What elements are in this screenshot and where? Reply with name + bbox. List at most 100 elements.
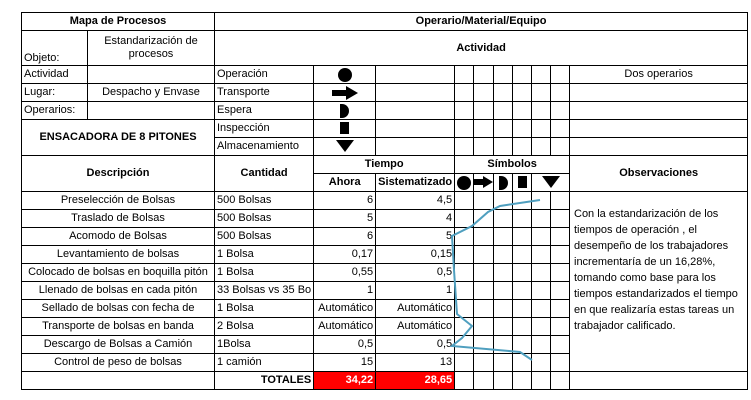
row-description: Transporte de bolsas en banda — [21, 317, 215, 336]
symbol-cell — [473, 353, 495, 372]
symbol-cell — [493, 317, 514, 336]
row-cantidad: 2 Bolsa — [213, 317, 315, 336]
symbol-cell — [531, 263, 552, 282]
actividad-blank — [87, 65, 215, 84]
legend-label-almacenamiento: Almacenamiento — [213, 137, 315, 156]
row-description: Descargo de Bolsas a Camión — [21, 335, 215, 354]
symbol-cell — [512, 317, 533, 336]
legend-symbol-transporte — [313, 83, 377, 102]
col-sistematizado: Sistematizado — [375, 173, 456, 192]
legend-label-transporte: Transporte — [213, 83, 315, 102]
col-tiempo: Tiempo — [313, 155, 456, 174]
row-ahora: 6 — [313, 191, 377, 210]
actividad-value: Dos operarios — [569, 65, 749, 84]
row-sistematizado: Automático — [375, 299, 456, 318]
row-sistematizado: 13 — [375, 353, 456, 372]
symbol-cell — [512, 245, 533, 264]
row-description: Sellado de bolsas con fecha de — [21, 299, 215, 318]
col-descripcion: Descripción — [21, 155, 215, 192]
symbol-cell — [493, 227, 514, 246]
symbol-cell — [550, 263, 571, 282]
row-cantidad: 33 Bolsas vs 35 Bo — [213, 281, 315, 300]
row-description: Levantamiento de bolsas — [21, 245, 215, 264]
symbol-cell — [454, 317, 475, 336]
row-cantidad: 1 Bolsa — [213, 299, 315, 318]
symbol-cell — [531, 245, 552, 264]
symbol-cell — [512, 191, 533, 210]
row-cantidad: 500 Bolsas — [213, 209, 315, 228]
symbol-cell — [531, 227, 552, 246]
square-icon — [340, 122, 350, 135]
total-sistematizado: 28,65 — [375, 371, 456, 390]
symbol-cell — [550, 209, 571, 228]
symbol-cell — [493, 245, 514, 264]
row-description: Acomodo de Bolsas — [21, 227, 215, 246]
row-cantidad: 500 Bolsas — [213, 227, 315, 246]
square-icon — [517, 176, 527, 189]
symbol-cell — [473, 299, 495, 318]
total-ahora: 34,22 — [313, 371, 377, 390]
symbol-cell — [531, 353, 552, 372]
symbol-cell — [454, 335, 475, 354]
row-ahora: Automático — [313, 299, 377, 318]
symbol-cell — [531, 209, 552, 228]
row-description: Traslado de Bolsas — [21, 209, 215, 228]
symbol-cell — [454, 299, 475, 318]
circle-icon — [337, 67, 352, 82]
symbol-cell — [493, 209, 514, 228]
row-ahora: 0,17 — [313, 245, 377, 264]
symbol-cell — [531, 335, 552, 354]
symbol-cell — [473, 209, 495, 228]
objeto-label: Objeto: — [21, 30, 88, 66]
row-ahora: 6 — [313, 227, 377, 246]
d-shape-icon — [340, 103, 350, 118]
row-cantidad: 1 Bolsa — [213, 245, 315, 264]
symbol-cell — [493, 335, 514, 354]
symbol-cell — [531, 281, 552, 300]
symbol-cell — [512, 281, 533, 300]
symbol-cell — [531, 317, 552, 336]
legend-symbol-almacenamiento — [313, 137, 377, 156]
row-ahora: 5 — [313, 209, 377, 228]
col-simbolos: Símbolos — [454, 155, 571, 174]
symbol-cell — [550, 245, 571, 264]
legend-label-inspeccion: Inspección — [213, 119, 315, 138]
actividad-label: Actividad — [21, 65, 88, 84]
legend-symbol-operacion — [313, 65, 377, 84]
row-sistematizado: 4 — [375, 209, 456, 228]
row-sistematizado: Automático — [375, 317, 456, 336]
symbol-cell — [512, 209, 533, 228]
row-description: Control de peso de bolsas — [21, 353, 215, 372]
arrow-right-icon — [331, 85, 358, 100]
row-description: Colocado de bolsas en boquilla pitón — [21, 263, 215, 282]
circle-icon — [457, 175, 472, 190]
symbol-cell — [473, 317, 495, 336]
lugar-value: Despacho y Envase — [87, 83, 215, 102]
symbol-cell — [454, 245, 475, 264]
symbol-cell — [550, 227, 571, 246]
col-cantidad: Cantidad — [213, 155, 315, 192]
symbol-cell — [550, 281, 571, 300]
totals-label: TOTALES — [213, 371, 315, 390]
map-title: Mapa de Procesos — [21, 12, 215, 31]
symbol-cell — [512, 335, 533, 354]
legend-symbol-espera — [313, 101, 377, 120]
row-ahora: Automático — [313, 317, 377, 336]
symbol-cell — [512, 227, 533, 246]
machine-name: ENSACADORA DE 8 PITONES — [21, 119, 215, 156]
triangle-down-icon — [335, 140, 354, 153]
symbol-cell — [512, 299, 533, 318]
row-description: Llenado de bolsas en cada pitón — [21, 281, 215, 300]
symbol-cell — [550, 353, 571, 372]
symbol-cell — [473, 281, 495, 300]
table-row: Transporte de bolsas en banda 2 Bolsa Auto… — [21, 317, 748, 336]
symbol-cell — [550, 191, 571, 210]
symbol-cell — [550, 317, 571, 336]
legend-symbol-inspeccion — [313, 119, 377, 138]
symbol-cell — [473, 335, 495, 354]
legend-label-operacion: Operación — [213, 65, 315, 84]
symbol-cell — [473, 191, 495, 210]
symbol-cell — [493, 281, 514, 300]
row-ahora: 15 — [313, 353, 377, 372]
row-cantidad: 1Bolsa — [213, 335, 315, 354]
